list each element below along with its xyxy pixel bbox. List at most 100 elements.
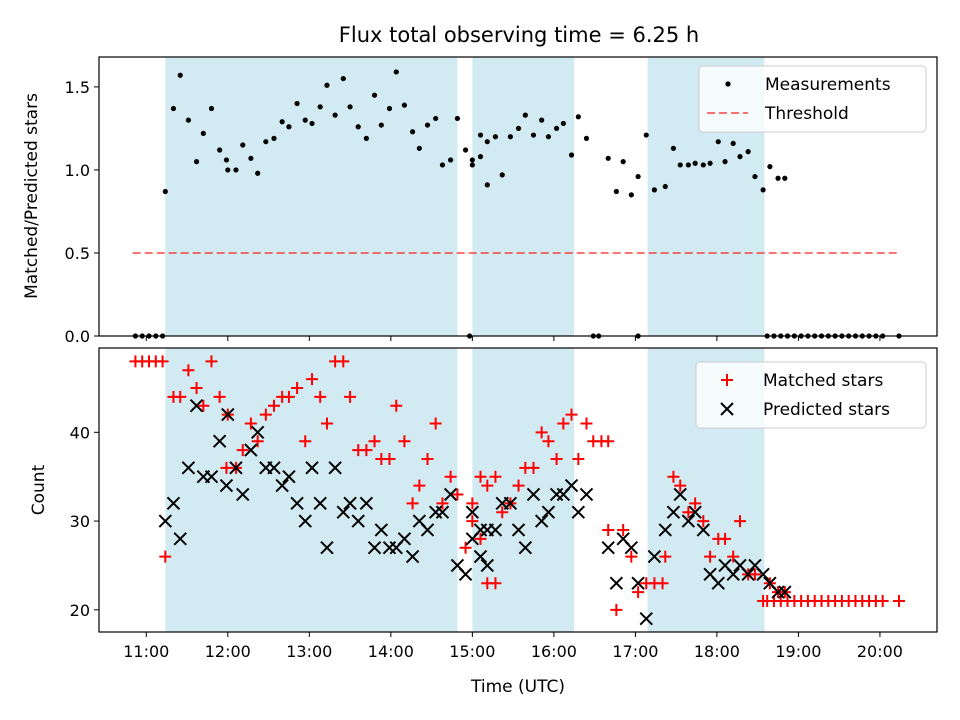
- measurement-point: [200, 130, 206, 136]
- predicted-star-point: [601, 540, 615, 555]
- measurement-point: [522, 112, 528, 118]
- predicted-star-point: [579, 487, 594, 502]
- matched-star-point: [489, 577, 502, 590]
- matched-star-point: [451, 488, 464, 501]
- measurement-point: [193, 159, 200, 165]
- predicted-star-point: [711, 576, 725, 590]
- matched-star-point: [682, 506, 695, 519]
- matched-star-point: [291, 381, 304, 394]
- matched-star-point: [190, 381, 203, 394]
- measurement-point: [628, 192, 634, 198]
- matched-star-point: [748, 568, 761, 581]
- matched-star-point: [572, 452, 585, 465]
- predicted-star-point: [624, 540, 639, 555]
- measurement-point: [707, 160, 713, 166]
- predicted-star-point: [631, 576, 645, 590]
- matched-star-point: [602, 435, 615, 448]
- x-tick-label: 19:00: [775, 642, 821, 661]
- measurement-point: [560, 120, 566, 127]
- predicted-star-point: [673, 487, 687, 502]
- matched-star-point: [617, 523, 630, 536]
- matched-star-point: [466, 515, 479, 528]
- observing-window-1: [472, 348, 575, 632]
- predicted-star-point: [336, 505, 350, 519]
- measurement-point: [553, 125, 560, 132]
- measurement-point: [715, 139, 721, 145]
- matched-star-point: [390, 399, 403, 412]
- predicted-star-point: [282, 469, 296, 484]
- matched-star-point: [727, 550, 740, 563]
- matched-star-point: [527, 461, 540, 474]
- predicted-star-point: [320, 540, 334, 555]
- matched-star-point: [267, 399, 280, 412]
- measurement-point: [767, 164, 773, 170]
- predicted-star-point: [298, 514, 312, 528]
- measurement-point: [484, 182, 490, 188]
- predicted-star-point: [212, 434, 227, 448]
- measurement-point: [223, 157, 230, 163]
- measurement-point: [545, 134, 552, 140]
- matched-star-point: [602, 523, 615, 536]
- predicted-star-point: [534, 514, 549, 528]
- measurement-point: [507, 134, 513, 140]
- matched-star-point: [697, 515, 710, 528]
- predicted-star-point: [435, 505, 450, 519]
- measurement-point: [279, 119, 285, 125]
- measurement-point: [386, 105, 393, 112]
- y-tick-label: 30: [70, 512, 90, 531]
- matched-star-point: [314, 390, 327, 403]
- predicted-star-point: [158, 514, 173, 528]
- count-legend: Matched stars Predicted stars: [695, 361, 927, 429]
- matched-star-point: [667, 470, 680, 483]
- measurement-point: [575, 114, 581, 120]
- y-tick-label: 1.5: [65, 78, 90, 97]
- measurement-point: [401, 102, 408, 108]
- predicted-star-point: [696, 523, 711, 537]
- measurement-point: [477, 132, 484, 138]
- threshold-legend-label: Threshold: [764, 104, 849, 124]
- measurement-point: [225, 167, 231, 173]
- predicted-star-point: [756, 567, 770, 582]
- predicted-star-point: [275, 478, 289, 493]
- predicted-star-point: [189, 398, 204, 413]
- y-tick-label: 40: [70, 423, 90, 442]
- count-panel-frame: [98, 347, 938, 633]
- predicted-star-point: [488, 523, 503, 537]
- predicted-star-point: [688, 505, 702, 519]
- measurements-legend-label: Measurements: [765, 75, 891, 95]
- predicted-star-point: [473, 549, 488, 564]
- predicted-star-point: [681, 514, 696, 528]
- matched-star-point: [876, 594, 889, 607]
- observing-window-0: [165, 57, 458, 336]
- x-tick-label: 11:00: [123, 642, 169, 661]
- measurement-point: [240, 142, 246, 148]
- matched-star-point: [580, 417, 593, 430]
- measurement-point: [439, 162, 446, 168]
- matched-star-point: [429, 417, 442, 430]
- measurement-point: [255, 170, 261, 176]
- measurement-point: [670, 145, 677, 151]
- measurement-point: [620, 159, 626, 165]
- measurement-point: [469, 157, 475, 163]
- matched-star-point: [625, 550, 638, 563]
- measurement-point: [477, 154, 484, 160]
- predicted-star-point: [420, 523, 435, 537]
- predicted-star-point: [290, 496, 304, 511]
- y-tick-label: 0.5: [65, 244, 90, 263]
- predicted-star-point: [219, 478, 234, 493]
- measurement-point: [692, 160, 698, 166]
- measurement-point: [317, 104, 323, 110]
- matched-star-point: [197, 399, 210, 412]
- matched-legend-label: Matched stars: [763, 371, 883, 391]
- matched-star-point: [213, 390, 226, 403]
- matched-star-point: [251, 435, 264, 448]
- matched-star-point: [398, 435, 411, 448]
- matched-star-point: [368, 435, 381, 448]
- matched-star-point: [542, 435, 555, 448]
- predicted-legend-marker: [720, 402, 734, 416]
- x-tick-label: 20:00: [857, 642, 903, 661]
- measurement-point: [340, 75, 346, 82]
- measurement-point: [233, 167, 239, 173]
- measurement-point: [651, 187, 658, 193]
- predicted-star-point: [343, 496, 357, 511]
